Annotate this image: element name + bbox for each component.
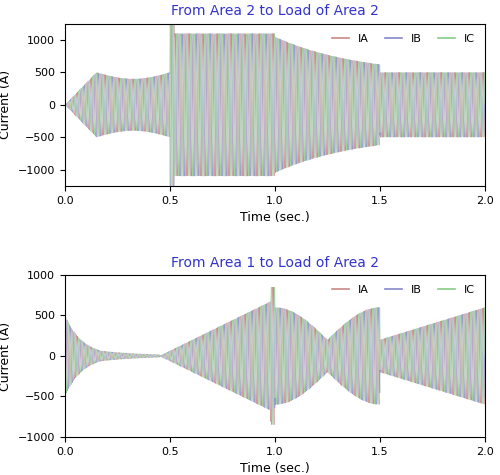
Y-axis label: Current (A): Current (A) xyxy=(0,322,12,390)
Title: From Area 1 to Load of Area 2: From Area 1 to Load of Area 2 xyxy=(171,256,379,270)
Legend: IA, IB, IC: IA, IB, IC xyxy=(328,29,480,48)
X-axis label: Time (sec.): Time (sec.) xyxy=(240,462,310,475)
Title: From Area 2 to Load of Area 2: From Area 2 to Load of Area 2 xyxy=(171,4,379,19)
Legend: IA, IB, IC: IA, IB, IC xyxy=(328,281,480,299)
X-axis label: Time (sec.): Time (sec.) xyxy=(240,211,310,224)
Y-axis label: Current (A): Current (A) xyxy=(0,70,12,139)
